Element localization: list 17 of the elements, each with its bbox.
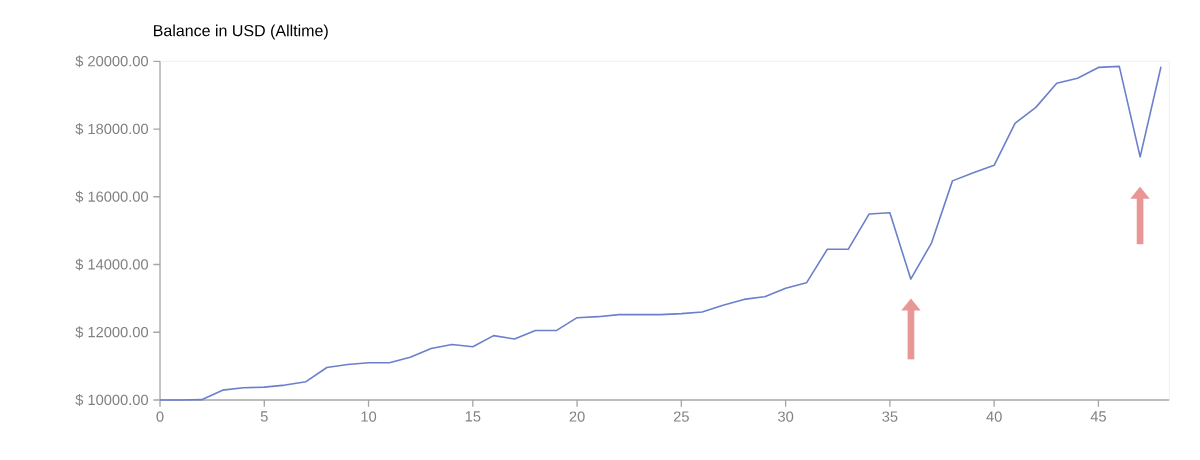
x-tick-label: 20 — [569, 411, 585, 422]
x-tick-label: 40 — [986, 411, 1002, 422]
x-tick-label: 0 — [156, 411, 164, 422]
x-tick-label: 10 — [361, 411, 377, 422]
x-tick-label: 25 — [673, 411, 689, 422]
y-tick-label: $ 16000.00 — [75, 190, 149, 203]
chart-title: Balance in USD (Alltime) — [154, 24, 328, 40]
y-tick-label: $ 12000.00 — [75, 326, 149, 339]
x-tick-label: 30 — [778, 411, 794, 422]
x-tick-label: 15 — [465, 411, 481, 422]
x-tick-label: 45 — [1090, 411, 1106, 422]
x-tick-label: 35 — [882, 411, 898, 422]
y-tick-label: $ 14000.00 — [75, 258, 149, 271]
y-tick-label: $ 18000.00 — [75, 123, 149, 135]
y-tick-label: $ 20000.00 — [75, 55, 149, 68]
x-tick-label: 5 — [260, 411, 268, 422]
y-tick-label: $ 10000.00 — [75, 394, 149, 406]
